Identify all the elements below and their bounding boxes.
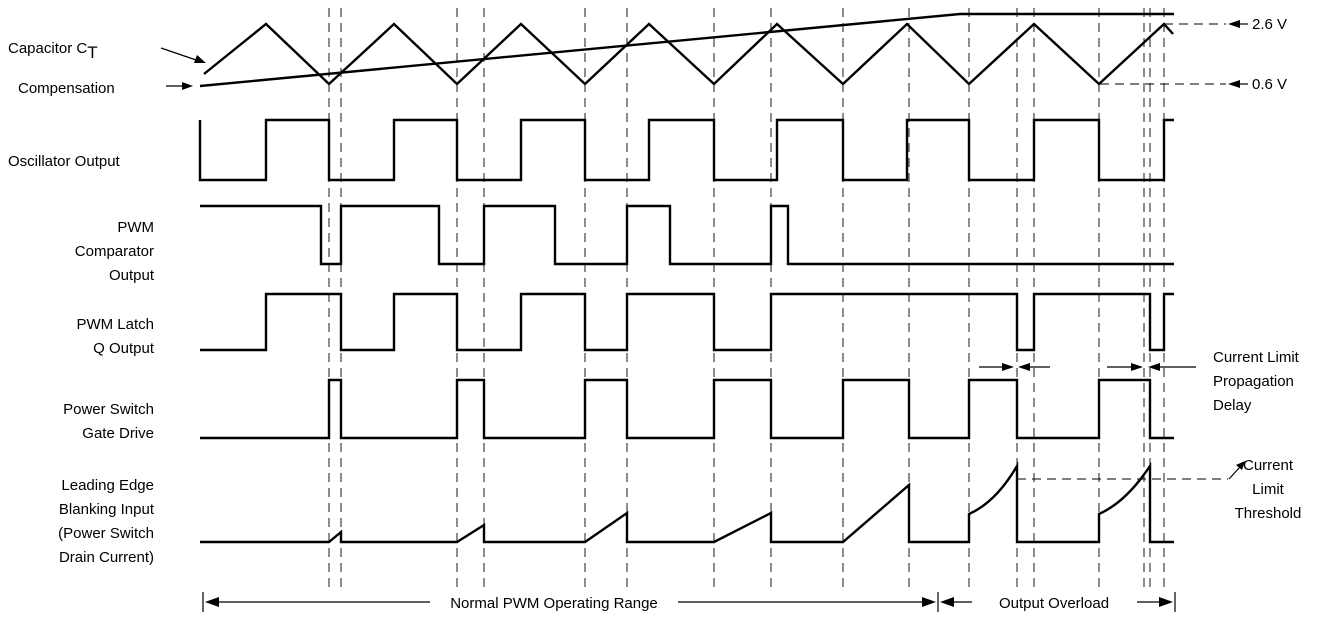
svg-text:Power Switch: Power Switch	[63, 401, 154, 418]
svg-text:(Power Switch: (Power Switch	[58, 525, 154, 542]
oscillator-output-waveform	[198, 118, 1174, 182]
svg-text:Output Overload: Output Overload	[999, 595, 1109, 612]
pwm-comparator-output-waveform	[200, 204, 1174, 266]
timing-reference-lines	[328, 8, 1165, 590]
svg-text:Normal PWM Operating Range: Normal PWM Operating Range	[450, 595, 658, 612]
svg-text:Output: Output	[109, 267, 155, 284]
capacitor-ct-pointer	[160, 47, 206, 63]
svg-text:Comparator: Comparator	[75, 243, 154, 260]
svg-text:Leading Edge: Leading Edge	[61, 477, 154, 494]
svg-text:2.6 V: 2.6 V	[1252, 16, 1287, 33]
label-leading-edge-blanking: Leading Edge Blanking Input (Power Switc…	[58, 477, 155, 566]
power-switch-gate-drive-waveform	[200, 378, 1174, 440]
svg-text:0.6 V: 0.6 V	[1252, 76, 1287, 93]
svg-text:Limit: Limit	[1252, 481, 1285, 498]
output-overload-range: Output Overload	[940, 592, 1176, 612]
label-pwm-latch-q-output: PWM Latch Q Output	[76, 316, 154, 357]
svg-text:Current: Current	[1243, 457, 1294, 474]
svg-text:Q Output: Q Output	[93, 340, 155, 357]
svg-text:Delay: Delay	[1213, 397, 1252, 414]
svg-text:Threshold: Threshold	[1235, 505, 1302, 522]
svg-text:Blanking Input: Blanking Input	[59, 501, 155, 518]
normal-operating-range: Normal PWM Operating Range	[202, 592, 939, 612]
label-pwm-comparator-output: PWM Comparator Output	[75, 219, 155, 284]
label-power-switch-gate-drive: Power Switch Gate Drive	[63, 401, 154, 442]
threshold-pointer	[1228, 461, 1245, 480]
pwm-latch-q-output-waveform	[200, 292, 1174, 352]
label-threshold: Current Limit Threshold	[1235, 457, 1302, 522]
label-compensation: Compensation	[18, 80, 115, 97]
compensation-pointer	[166, 82, 193, 90]
capacitor-ct-waveform	[203, 22, 1174, 86]
svg-text:PWM: PWM	[117, 219, 154, 236]
label-capacitor-ct: Capacitor CT	[8, 40, 98, 62]
label-propagation-delay: Current Limit Propagation Delay	[1213, 349, 1300, 414]
label-oscillator-output: Oscillator Output	[8, 153, 121, 170]
svg-text:Gate Drive: Gate Drive	[82, 425, 154, 442]
label-2-6v: 2.6 V	[1228, 16, 1287, 33]
svg-text:Propagation: Propagation	[1213, 373, 1294, 390]
leading-edge-blanking-waveform	[200, 461, 1174, 544]
propagation-delay-markers	[979, 363, 1196, 371]
label-0-6v: 0.6 V	[1228, 76, 1287, 93]
svg-text:PWM Latch: PWM Latch	[76, 316, 154, 333]
svg-text:Current Limit: Current Limit	[1213, 349, 1300, 366]
svg-text:Drain Current): Drain Current)	[59, 549, 154, 566]
compensation-waveform	[199, 12, 1174, 88]
